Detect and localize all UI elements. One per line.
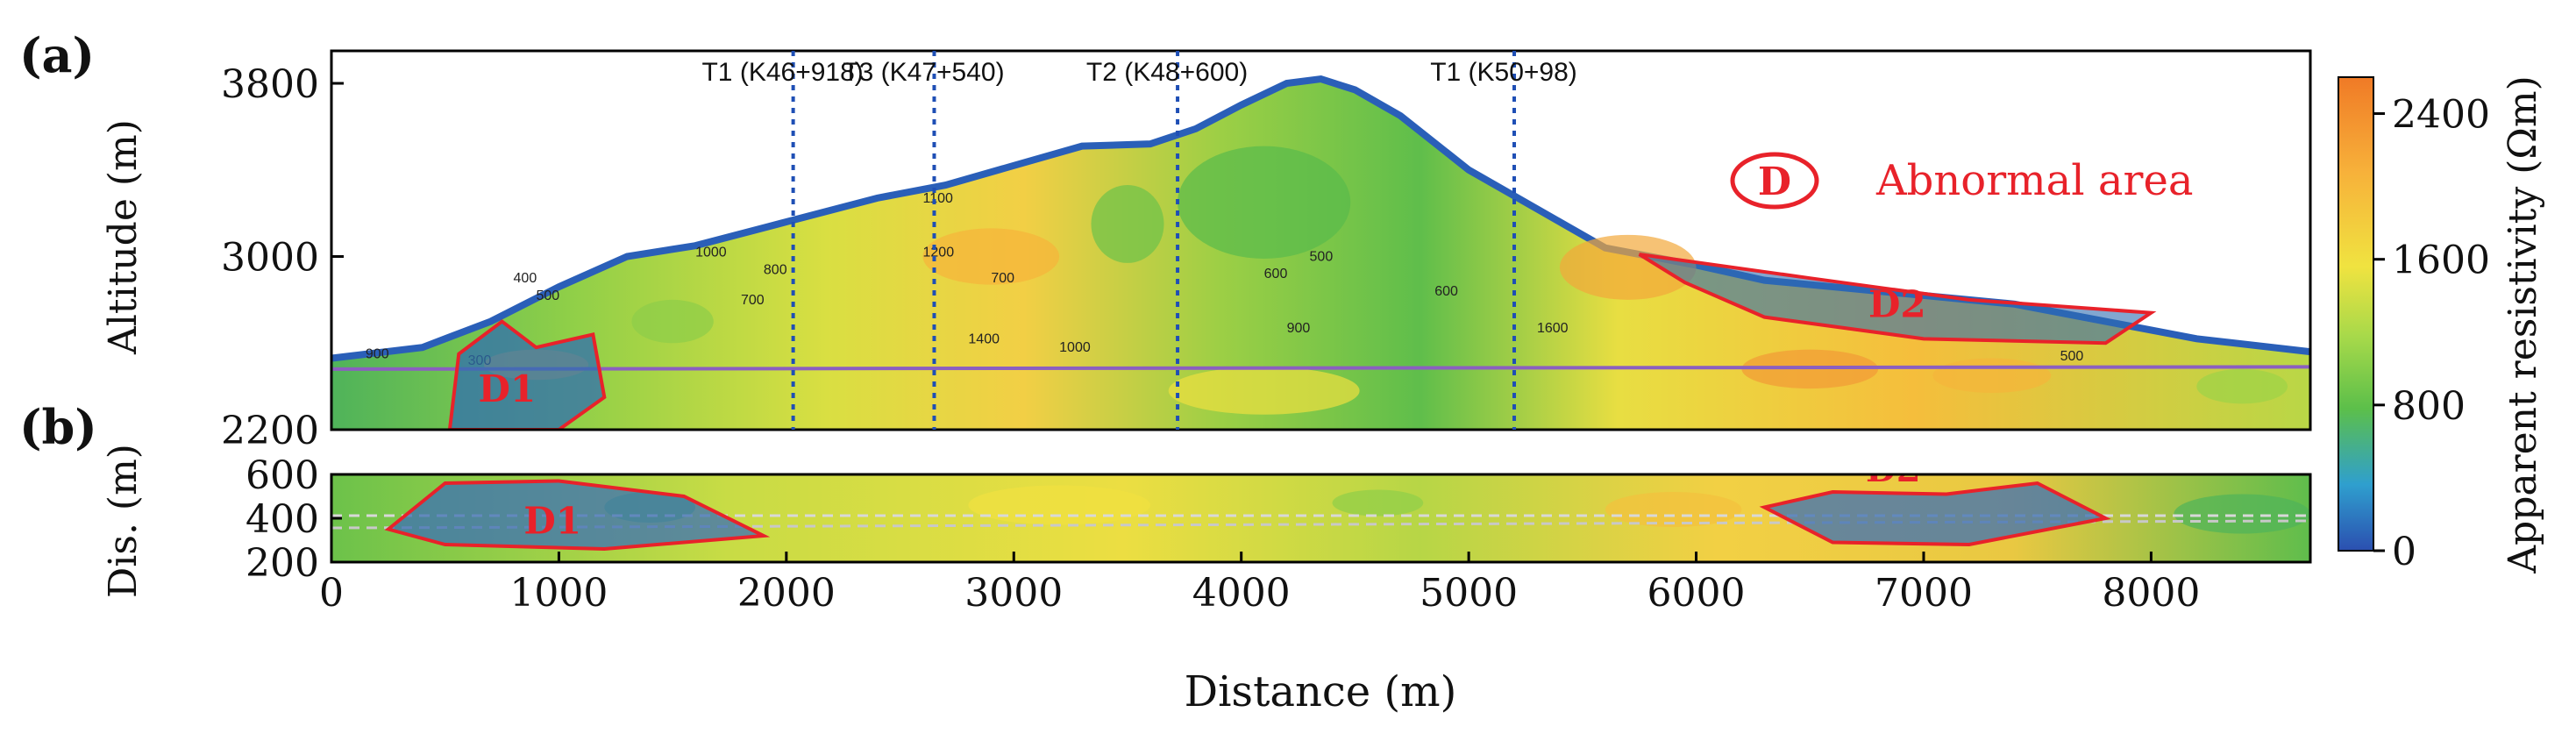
contour-label: 900 — [366, 347, 389, 362]
contour-label: 800 — [764, 262, 787, 277]
y-tick-label: 3000 — [221, 236, 319, 281]
marker-label: T3 (K47+540) — [843, 58, 1004, 87]
colorbar-label: Apparent resistivity (Ωm) — [2501, 75, 2545, 573]
x-tick-label: 3000 — [964, 571, 1063, 616]
contour-labels: 9004005003001000800700120014001000600900… — [366, 191, 2084, 368]
resistivity-blob — [631, 299, 714, 344]
panel-a-frame — [330, 49, 2312, 431]
contour-label: 1200 — [923, 246, 955, 260]
panel-label-a: (a) — [19, 27, 95, 83]
y-tick-label: 3800 — [221, 62, 319, 107]
x-tick-label: 4000 — [1192, 571, 1291, 616]
terrain-resistivity-section — [331, 79, 2310, 430]
y-tick-label: 200 — [246, 541, 319, 586]
marker-label: T1 (K50+98) — [1430, 58, 1577, 87]
marker-label: T1 (K46+918) — [701, 58, 863, 87]
profile-line — [331, 365, 2310, 371]
contour-label: 1000 — [1059, 340, 1091, 355]
resistivity-blob — [922, 228, 1060, 285]
x-tick-label: 2000 — [737, 571, 836, 616]
y-axis-label-altitude: Altitude (m) — [101, 119, 146, 355]
colorbar-ticks: 2400 1600 800 0 — [2373, 93, 2490, 574]
x-tick-label: 7000 — [1875, 571, 1973, 616]
plan-anomaly-outline-d2 — [1759, 481, 2111, 547]
panel-a: 9004005003001000800700120014001000600900… — [19, 27, 2312, 453]
contour-label: 500 — [2060, 349, 2084, 364]
plan-view-blob — [968, 485, 1150, 525]
plan-view-blob — [2174, 494, 2310, 534]
contour-label: 900 — [1287, 321, 1311, 336]
contour-label: 500 — [1310, 249, 1334, 264]
plan-view-blob — [1605, 492, 1742, 527]
colorbar: 2400 1600 800 0 Apparent resistivity (Ωm) — [2338, 75, 2545, 574]
resistivity-blob — [2196, 368, 2288, 404]
resistivity-blob — [1168, 367, 1360, 415]
anomaly-label-d1: D1 — [479, 367, 537, 410]
y-tick-label: 600 — [246, 453, 319, 498]
colorbar-tick-label: 1600 — [2392, 239, 2490, 283]
contour-label: 700 — [741, 293, 765, 308]
x-tick-label: 8000 — [2102, 571, 2200, 616]
colorbar-tick-label: 0 — [2392, 530, 2416, 574]
resistivity-blob — [1932, 358, 2052, 394]
anomaly-outline-d2 — [1638, 253, 2157, 346]
resistivity-blob — [1091, 185, 1164, 263]
x-axis-ticks: 0 1000 2000 3000 4000 5000 6000 7000 8000 — [319, 552, 2200, 616]
contour-label: 1600 — [1537, 321, 1569, 336]
legend-symbol-label: D — [1758, 160, 1791, 204]
resistivity-blob — [1178, 146, 1351, 259]
colorbar-tick-label: 2400 — [2392, 93, 2490, 138]
legend-abnormal-text: Abnormal area — [1875, 156, 2193, 205]
anomaly-label-d2: D2 — [1868, 283, 1926, 326]
y-tick-label: 2200 — [221, 409, 319, 453]
plan-anomaly-label-d2: D2 — [1866, 449, 1921, 490]
contour-label: 500 — [536, 289, 559, 303]
x-tick-label: 0 — [319, 571, 344, 616]
resistivity-blob — [1559, 234, 1697, 300]
marker-label: T2 (K48+600) — [1086, 58, 1248, 87]
colorbar-scale — [2338, 76, 2374, 552]
legend-abnormal-symbol — [1730, 152, 1819, 210]
anomaly-outlines-a: D1 D2 — [447, 253, 2157, 430]
contour-label: 600 — [1264, 267, 1288, 281]
y-axis-a-ticks: 3800 3000 2200 — [221, 62, 344, 453]
panel-label-b: (b) — [19, 399, 97, 455]
anomaly-outline-d1 — [447, 319, 607, 430]
marker-lines: T1 (K46+918)T3 (K47+540) T2 (K48+600) T1 (… — [701, 51, 1577, 430]
contour-label: 700 — [991, 271, 1014, 286]
anomaly-outlines-b: D1 D2 — [384, 449, 2111, 552]
x-axis-label: Distance (m) — [1185, 667, 1457, 716]
y-tick-label: 400 — [246, 497, 319, 542]
x-tick-label: 1000 — [509, 571, 608, 616]
plan-anomaly-label-d1: D1 — [523, 500, 581, 543]
x-tick-label: 6000 — [1647, 571, 1746, 616]
x-tick-label: 5000 — [1420, 571, 1518, 616]
contour-label: 600 — [1434, 284, 1458, 299]
contour-label: 1000 — [695, 246, 727, 260]
contour-label: 1400 — [968, 331, 1000, 346]
plan-view-blob — [1332, 489, 1424, 516]
contour-label: 1100 — [923, 191, 954, 206]
contour-label: 400 — [514, 271, 537, 286]
colorbar-tick-label: 800 — [2392, 384, 2466, 429]
plan-anomaly-outline-d1 — [384, 479, 771, 552]
y-axis-label-dis: Dis. (m) — [101, 444, 146, 598]
